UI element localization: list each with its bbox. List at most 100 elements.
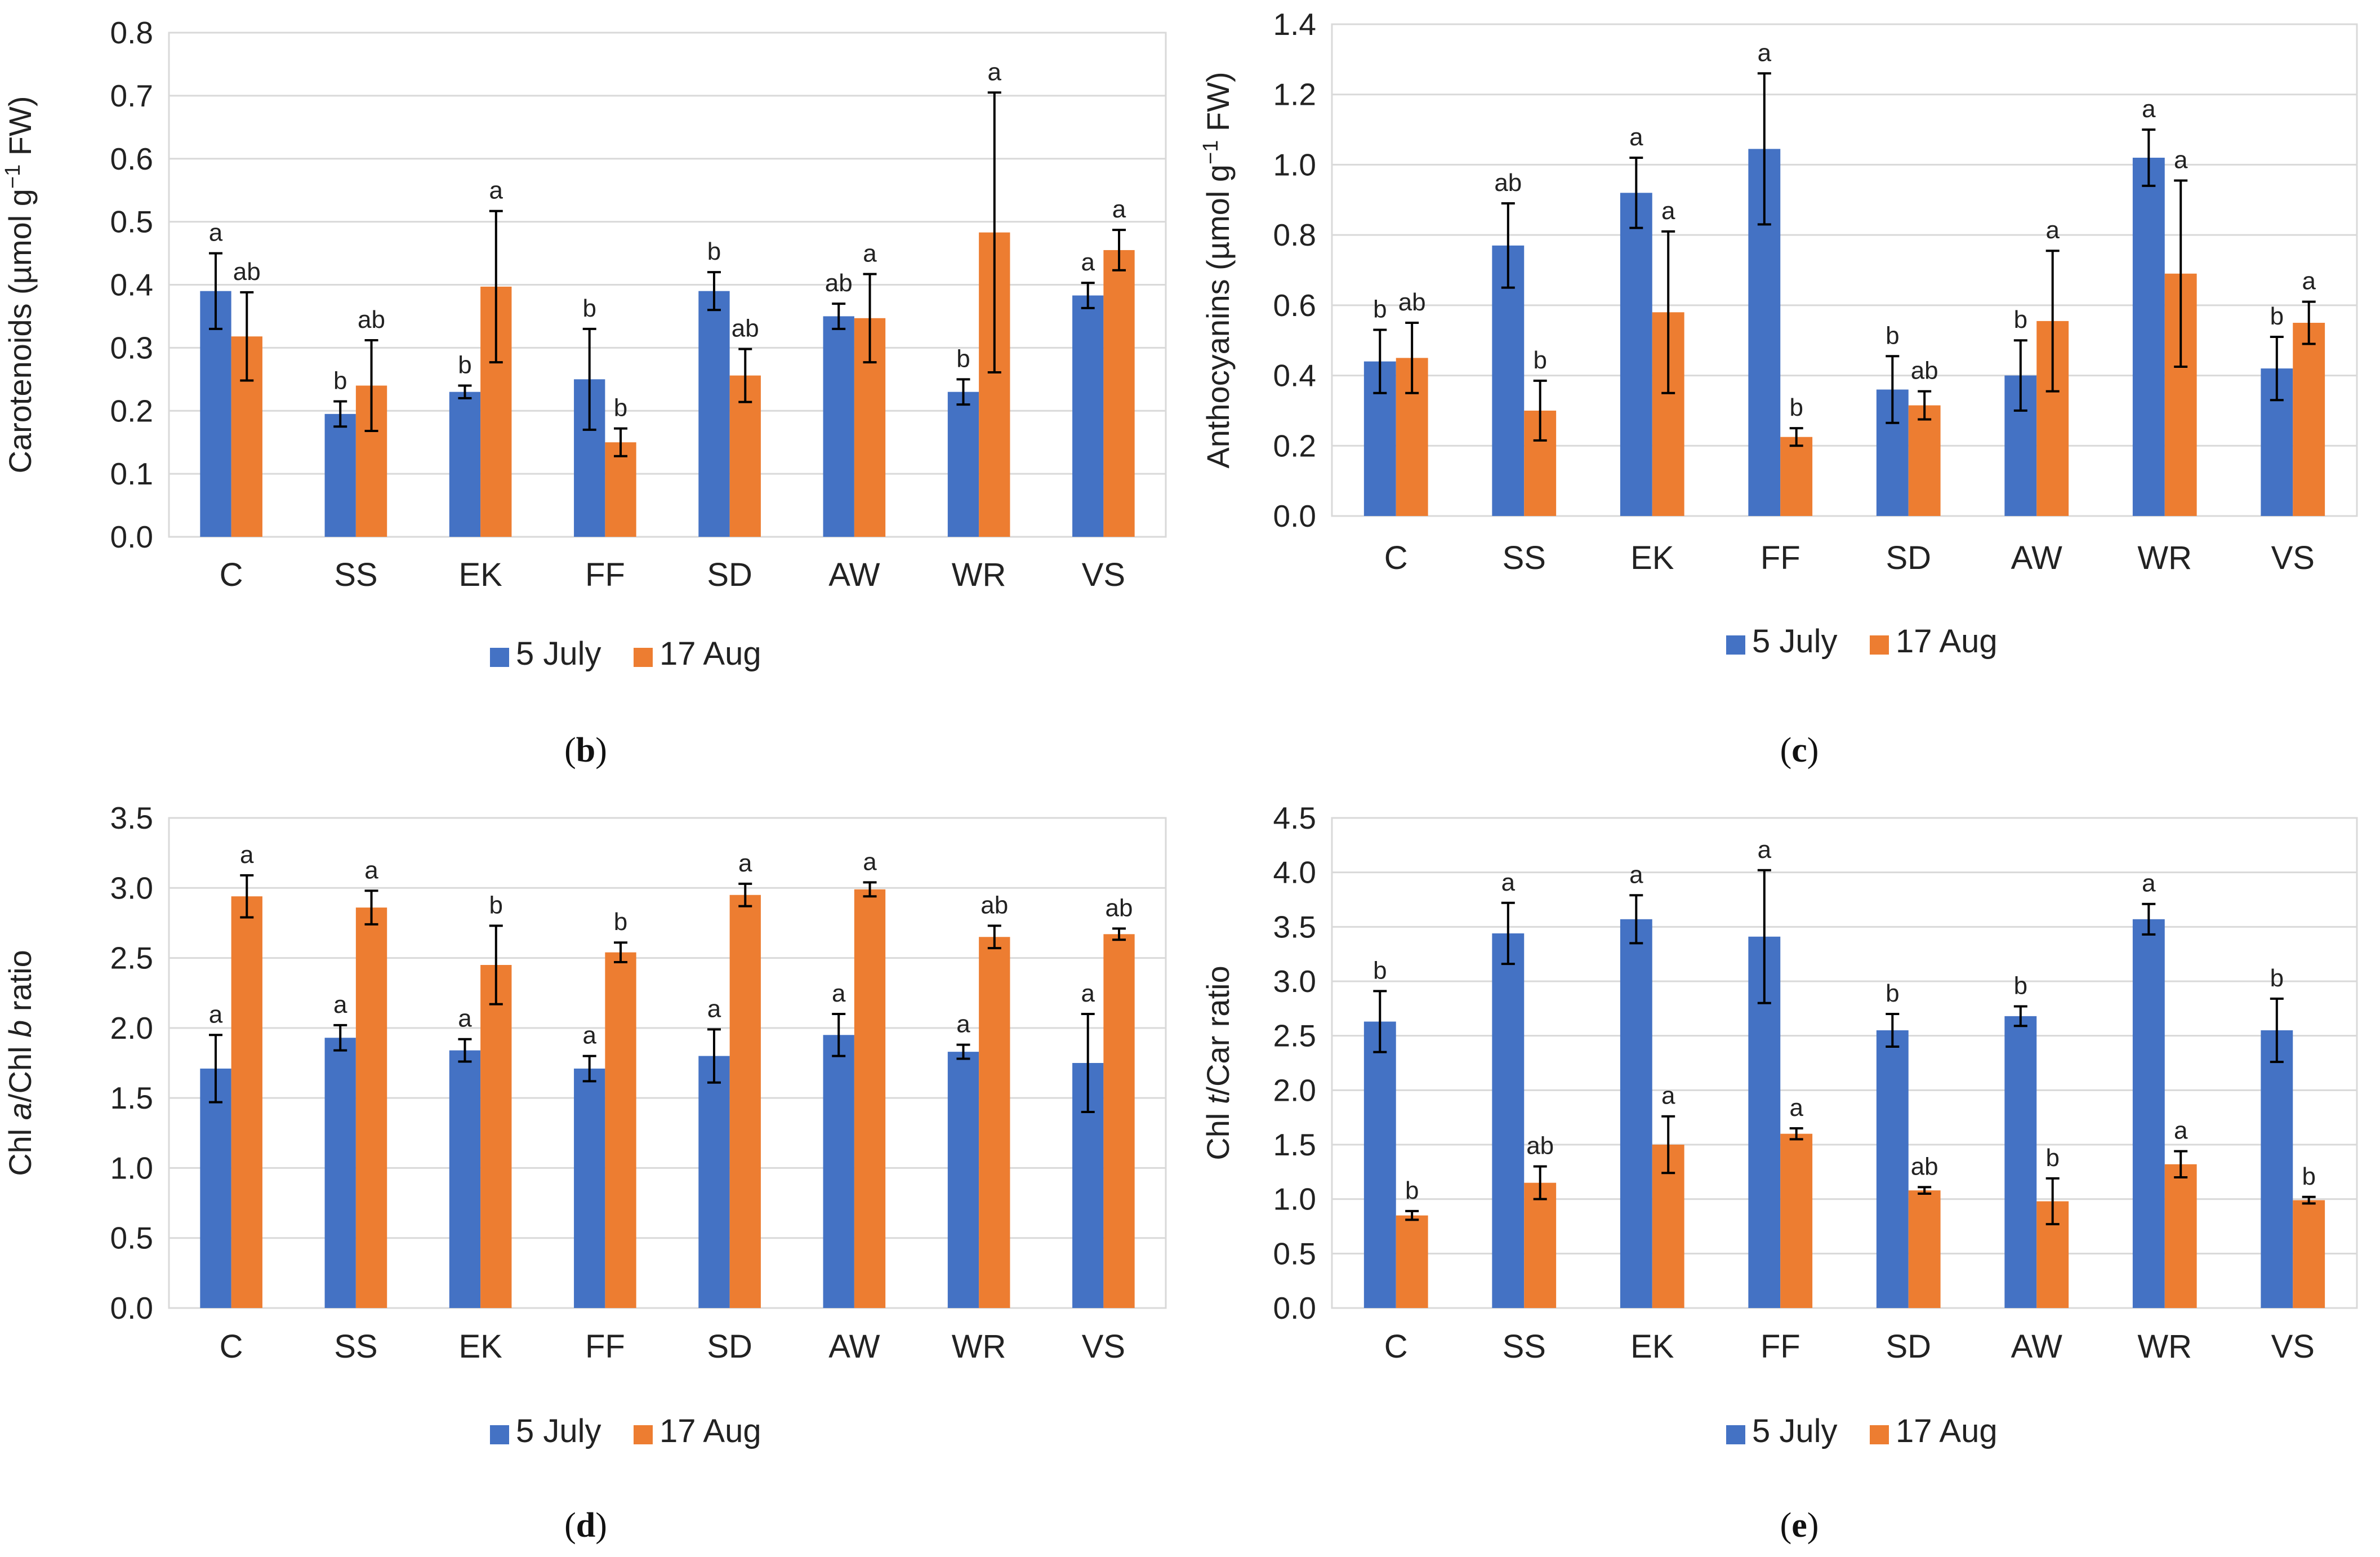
- y-axis-title-unit: FW): [2, 96, 38, 164]
- y-axis-title-part: ratio: [2, 950, 38, 1020]
- significance-label: ab: [1911, 1153, 1938, 1180]
- significance-label: b: [582, 295, 596, 322]
- bar-c-ff-17aug: [1780, 437, 1813, 516]
- y-tick-label: 0.7: [110, 78, 153, 113]
- bar-d-wr-17aug: [979, 937, 1010, 1308]
- bar-e-ek-5july: [1620, 919, 1652, 1308]
- y-tick-label: 0.6: [1273, 288, 1316, 323]
- panel-label: (b): [564, 731, 607, 769]
- y-tick-label: 0.2: [110, 393, 153, 428]
- bar-e-sd-17aug: [1908, 1190, 1941, 1308]
- y-tick-label: 0.4: [1273, 358, 1316, 393]
- significance-label: b: [1886, 322, 1899, 349]
- y-axis-title-main: Carotenoids (µmol g: [2, 189, 38, 473]
- significance-label: b: [2014, 306, 2027, 333]
- significance-label: a: [489, 177, 503, 204]
- significance-label: a: [1629, 861, 1643, 888]
- y-axis-title: Carotenoids (µmol g−1 FW): [1, 96, 38, 474]
- y-axis-title-part: Chl: [1200, 1104, 1236, 1160]
- bar-d-vs-17aug: [1103, 934, 1135, 1308]
- y-axis-title: Chl a/Chl b ratio: [2, 950, 38, 1176]
- x-tick-label: EK: [458, 1328, 502, 1365]
- bar-e-ss-17aug: [1524, 1182, 1557, 1308]
- significance-label: b: [2270, 964, 2284, 992]
- x-tick-label: VS: [1082, 1328, 1125, 1365]
- legend-label: 17 Aug: [659, 635, 761, 672]
- bar-b-vs-5july: [1072, 295, 1104, 537]
- significance-label: b: [956, 345, 970, 372]
- y-tick-label: 0.0: [1273, 499, 1316, 533]
- significance-label: ab: [233, 258, 261, 286]
- significance-label: a: [707, 995, 721, 1022]
- significance-label: b: [2302, 1163, 2315, 1190]
- x-tick-label: WR: [952, 1328, 1006, 1365]
- x-tick-label: C: [220, 1328, 243, 1365]
- significance-label: b: [2014, 972, 2027, 999]
- x-tick-label: SS: [1503, 1328, 1546, 1365]
- panel-label-letter: b: [576, 731, 595, 769]
- panel-label-open: (: [564, 731, 576, 769]
- bar-c-ek-5july: [1620, 193, 1652, 516]
- legend-label: 17 Aug: [659, 1413, 761, 1449]
- bar-e-wr-5july: [2132, 919, 2165, 1308]
- significance-label: b: [1373, 957, 1387, 984]
- x-tick-label: EK: [1630, 1328, 1674, 1365]
- significance-label: ab: [1526, 1132, 1554, 1160]
- x-tick-label: FF: [1761, 1328, 1800, 1365]
- x-tick-label: WR: [952, 557, 1006, 593]
- significance-label: a: [738, 849, 752, 877]
- y-axis-title-part: t: [1200, 1094, 1236, 1104]
- bar-d-c-17aug: [231, 896, 262, 1308]
- bar-b-ss-5july: [324, 413, 356, 537]
- y-tick-label: 3.5: [110, 800, 153, 835]
- legend-swatch: [1726, 1425, 1745, 1444]
- x-tick-label: SD: [1886, 1328, 1931, 1365]
- bar-d-sd-17aug: [729, 895, 761, 1308]
- significance-label: ab: [1911, 357, 1938, 385]
- significance-label: a: [458, 1005, 472, 1033]
- bar-d-ek-17aug: [480, 965, 512, 1308]
- y-axis-title: Chl t/Car ratio: [1200, 966, 1236, 1160]
- chart-chl-t-car-ratio: 0.00.51.01.52.02.53.03.54.04.5bbCaabSSaa…: [1200, 800, 2358, 1545]
- x-tick-label: AW: [2011, 1328, 2063, 1365]
- significance-label: ab: [1398, 288, 1426, 316]
- y-axis-title-part: b: [2, 1020, 38, 1038]
- y-axis-title: Anthocyanins (µmol g−1 FW): [1199, 72, 1236, 468]
- panel-label-close: ): [1807, 1506, 1819, 1545]
- significance-label: b: [1886, 980, 1899, 1007]
- y-tick-label: 0.6: [110, 141, 153, 176]
- significance-label: a: [1629, 123, 1643, 151]
- y-tick-label: 0.8: [110, 15, 153, 50]
- y-tick-label: 0.5: [110, 204, 153, 239]
- x-tick-label: AW: [2011, 540, 2063, 576]
- significance-label: a: [1501, 869, 1516, 896]
- y-tick-label: 1.2: [1273, 77, 1316, 112]
- plot-area: [1331, 23, 2358, 517]
- chart-chl-a-b-ratio: 0.00.51.01.52.02.53.03.5aaCaaSSabEKabFFa…: [2, 800, 1167, 1545]
- panel-label-letter: d: [576, 1506, 595, 1545]
- legend-swatch: [1726, 635, 1745, 655]
- significance-label: a: [2045, 216, 2060, 244]
- significance-label: a: [1758, 39, 1772, 66]
- panel-label: (e): [1780, 1506, 1819, 1545]
- significance-label: ab: [980, 891, 1008, 919]
- y-tick-label: 3.0: [1273, 964, 1316, 999]
- significance-label: ab: [358, 306, 385, 333]
- significance-label: a: [1112, 195, 1126, 223]
- y-axis-title-unit: FW): [1200, 72, 1236, 140]
- significance-label: a: [1758, 836, 1772, 864]
- legend-swatch: [634, 648, 653, 667]
- bar-d-ff-5july: [574, 1068, 605, 1308]
- y-tick-label: 1.0: [110, 1150, 153, 1185]
- panel-label-letter: c: [1791, 731, 1807, 769]
- significance-label: a: [1081, 980, 1095, 1007]
- y-tick-label: 0.3: [110, 330, 153, 365]
- significance-label: b: [1789, 394, 1803, 421]
- panel-label-open: (: [1780, 1506, 1792, 1545]
- y-tick-label: 4.5: [1273, 800, 1316, 835]
- y-axis-title-main: Anthocyanins (µmol g: [1200, 164, 1236, 469]
- legend-swatch: [1870, 635, 1889, 655]
- bar-b-aw-5july: [823, 316, 854, 537]
- chart-anthocyanins: 0.00.20.40.60.81.01.21.4b abCabbSSaaEKabF…: [1199, 7, 2358, 769]
- y-tick-label: 0.4: [110, 268, 153, 302]
